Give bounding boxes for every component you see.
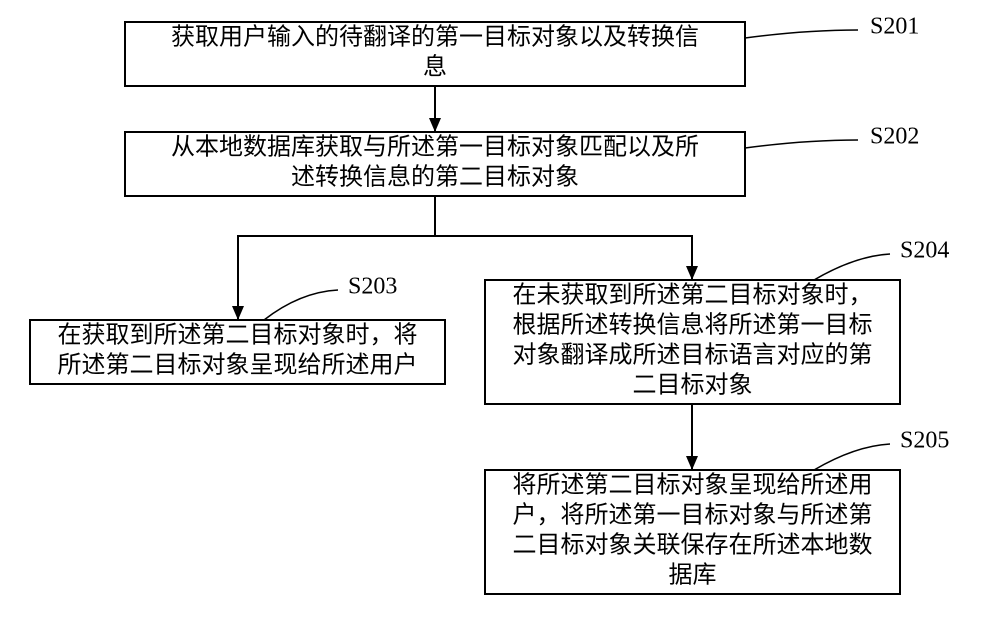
step-label-s202: S202 [870, 124, 919, 150]
flow-node-text: 二目标对象 [633, 372, 753, 399]
flow-node-text: 获取用户输入的待翻译的第一目标对象以及转换信 [171, 24, 699, 51]
step-label-s205: S205 [900, 428, 949, 454]
flow-node-text: 息 [423, 54, 447, 81]
flow-node-text: 对象翻译成所述目标语言对应的第 [513, 342, 873, 369]
flow-node-text: 将所述第二目标对象呈现给所述用 [513, 472, 873, 499]
flow-node-text: 根据所述转换信息将所述第一目标 [513, 312, 873, 339]
leader-line [745, 140, 858, 148]
flow-node-text: 在获取到所述第二目标对象时，将 [58, 322, 418, 349]
step-label-s204: S204 [900, 238, 949, 264]
leader-line [745, 30, 858, 38]
flow-node-text: 所述第二目标对象呈现给所述用户 [58, 352, 418, 379]
flow-node-text: 二目标对象关联保存在所述本地数 [513, 532, 873, 559]
flow-node-text: 在未获取到所述第二目标对象时， [513, 282, 873, 309]
leader-line [264, 290, 338, 320]
step-label-s203: S203 [348, 274, 397, 300]
flow-node-text: 述转换信息的第二目标对象 [291, 164, 579, 191]
flow-node-text: 据库 [669, 562, 717, 589]
step-label-s201: S201 [870, 14, 919, 40]
leader-line [814, 444, 890, 470]
leader-line [814, 254, 890, 280]
flow-node-text: 从本地数据库获取与所述第一目标对象匹配以及所 [171, 134, 699, 161]
flow-node-text: 户，将所述第一目标对象与所述第 [513, 502, 873, 529]
